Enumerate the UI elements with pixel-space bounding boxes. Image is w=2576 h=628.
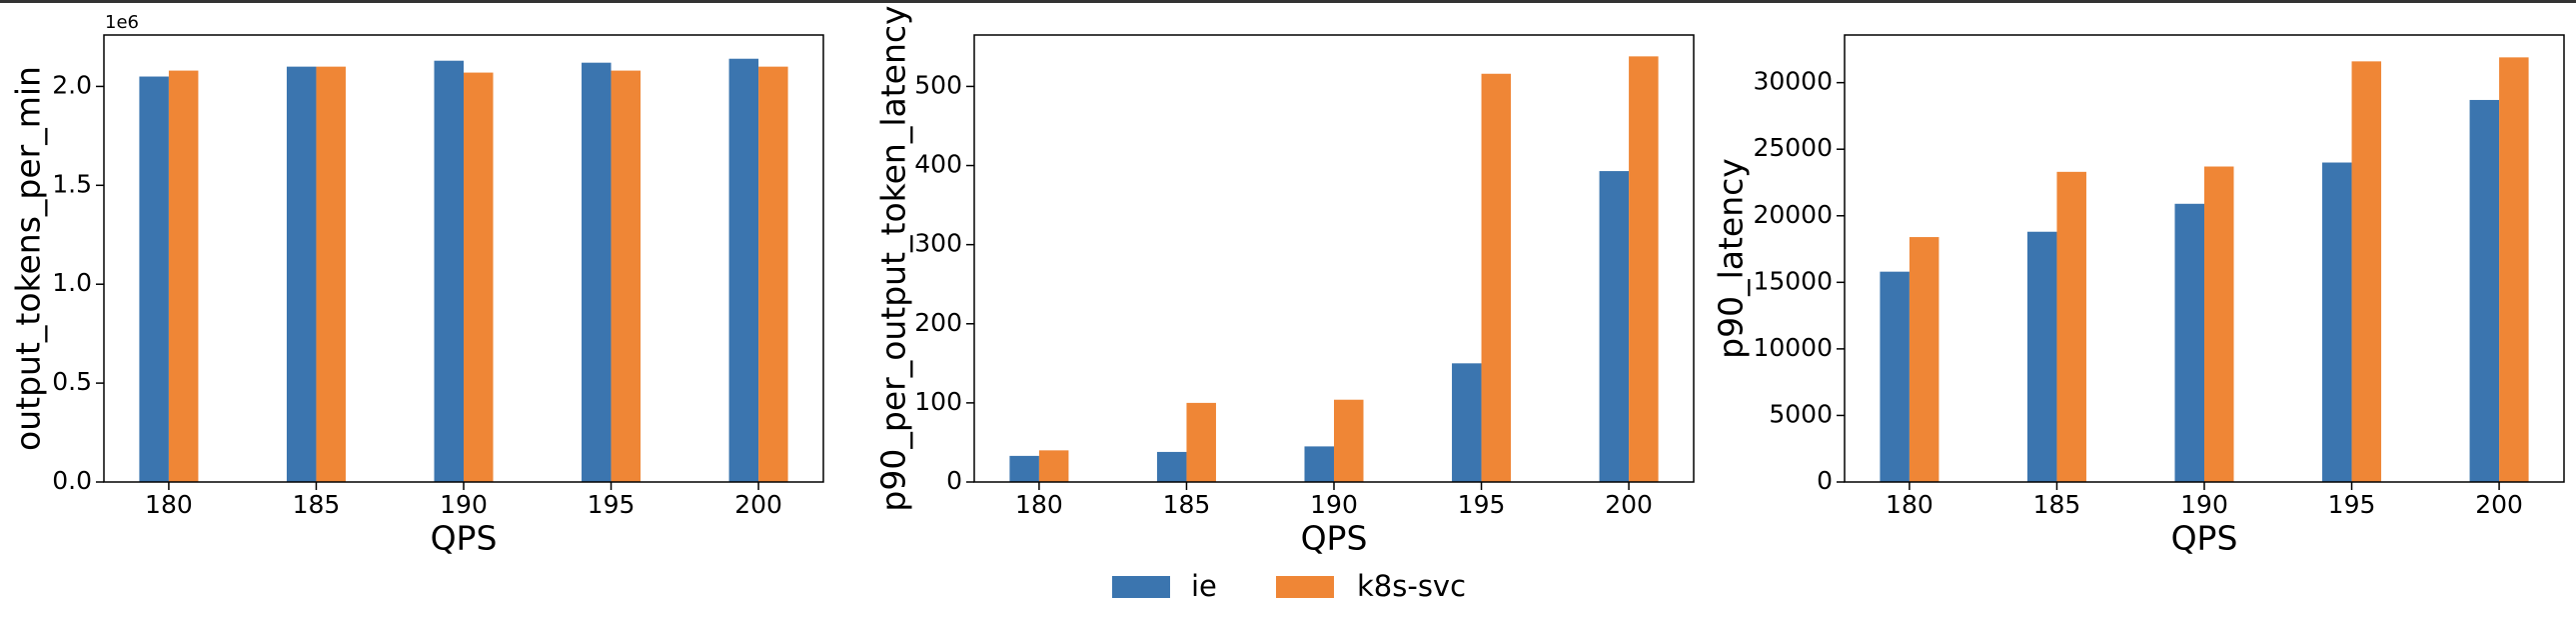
- y-tick-label: 10000: [1753, 333, 1833, 362]
- y-tick-label: 1.5: [52, 169, 92, 198]
- bar: [2469, 99, 2500, 483]
- x-tick-label: 185: [1163, 490, 1211, 519]
- bar: [2351, 61, 2382, 483]
- x-tick-label: 195: [2328, 490, 2376, 519]
- x-tick-label: 190: [440, 490, 488, 519]
- x-tick-label: 190: [2180, 490, 2228, 519]
- bar: [582, 62, 612, 482]
- bar: [2056, 171, 2086, 482]
- legend-swatch: [1112, 576, 1170, 598]
- bar: [1629, 56, 1659, 483]
- y-axis-label: p90_per_output_token_latency: [874, 5, 913, 511]
- bar: [2174, 203, 2204, 483]
- x-tick-label: 180: [1015, 490, 1063, 519]
- bar: [2204, 166, 2234, 482]
- y-tick-label: 0: [946, 466, 962, 495]
- x-tick-label: 200: [734, 490, 782, 519]
- x-tick-label: 195: [1458, 490, 1506, 519]
- bar: [1009, 455, 1039, 482]
- bar: [1186, 402, 1216, 482]
- bar: [1452, 363, 1482, 482]
- y-axis-label: p90_latency: [1712, 158, 1751, 359]
- x-tick-label: 180: [1886, 490, 1933, 519]
- bar: [1038, 450, 1069, 482]
- axis-offset-label: 1e6: [105, 12, 139, 33]
- bar: [168, 70, 199, 482]
- bar: [434, 60, 464, 482]
- x-tick-label: 185: [2033, 490, 2081, 519]
- y-tick-label: 1.0: [52, 268, 92, 297]
- x-tick-label: 200: [1605, 490, 1653, 519]
- x-axis-label: QPS: [431, 519, 498, 558]
- x-tick-label: 185: [293, 490, 341, 519]
- bar: [139, 76, 169, 482]
- x-axis-label: QPS: [1301, 519, 1368, 558]
- y-tick-label: 25000: [1753, 133, 1833, 162]
- bar: [728, 58, 759, 483]
- y-tick-label: 400: [914, 150, 962, 179]
- bar: [2026, 231, 2057, 482]
- bar: [1334, 399, 1364, 482]
- bar: [1880, 271, 1910, 482]
- y-tick-label: 0.0: [52, 466, 92, 495]
- bar: [286, 66, 317, 482]
- bar: [2499, 57, 2529, 482]
- bar: [1156, 451, 1187, 482]
- bar: [1304, 446, 1334, 482]
- top-border: [0, 0, 2576, 3]
- legend-swatch: [1276, 576, 1334, 598]
- legend: ie k8s-svc: [1112, 569, 1466, 603]
- bar: [1599, 171, 1630, 482]
- x-tick-label: 180: [145, 490, 193, 519]
- y-tick-label: 15000: [1753, 266, 1833, 295]
- bar: [1909, 237, 1939, 482]
- legend-label: ie: [1191, 569, 1217, 603]
- y-tick-label: 20000: [1753, 200, 1833, 229]
- x-tick-label: 200: [2475, 490, 2523, 519]
- y-tick-label: 2.0: [52, 70, 92, 99]
- y-tick-label: 200: [914, 308, 962, 337]
- x-tick-label: 190: [1310, 490, 1358, 519]
- y-axis-label: output_tokens_per_min: [9, 66, 48, 451]
- y-tick-label: 500: [914, 70, 962, 99]
- y-tick-label: 100: [914, 387, 962, 416]
- bar: [316, 66, 346, 482]
- x-tick-label: 195: [588, 490, 636, 519]
- bar: [2322, 162, 2352, 483]
- y-tick-label: 300: [914, 229, 962, 258]
- x-axis-label: QPS: [2171, 519, 2238, 558]
- y-tick-label: 5000: [1769, 399, 1833, 428]
- y-tick-label: 0.5: [52, 367, 92, 396]
- y-tick-label: 30000: [1753, 67, 1833, 96]
- bar: [611, 70, 642, 482]
- bar: [758, 66, 788, 482]
- bar: [1481, 73, 1512, 483]
- y-tick-label: 0: [1817, 466, 1833, 495]
- legend-label: k8s-svc: [1357, 569, 1466, 603]
- bar: [464, 72, 494, 482]
